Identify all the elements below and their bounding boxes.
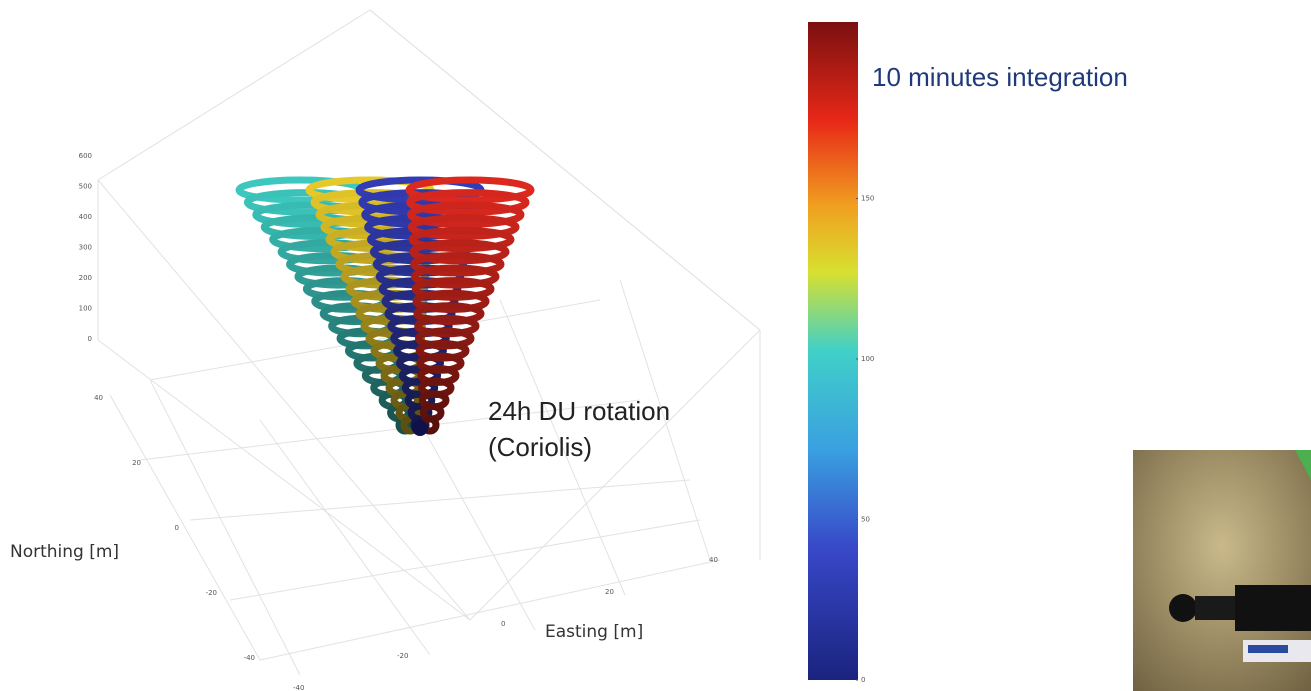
easting-tick-label: -40: [293, 684, 304, 691]
easting-tick-label: 0: [501, 620, 505, 628]
tube-ring: [407, 201, 525, 228]
z-tick-label: 200: [79, 274, 92, 282]
colorbar: [808, 22, 858, 680]
z-tick-label: 500: [79, 183, 92, 191]
easting-tick-label: -20: [397, 652, 408, 660]
easting-tick-label: 20: [605, 588, 614, 596]
z-tick-label: 600: [79, 152, 92, 160]
easting-tick-label: 40: [709, 556, 718, 564]
tube-ring: [412, 289, 490, 313]
annotation: 10 minutes integration: [872, 62, 1128, 92]
northing-label: Northing [m]: [10, 542, 119, 562]
plot-box: [97, 9, 761, 676]
tube-ring: [405, 176, 535, 204]
annotation: (Coriolis): [488, 432, 592, 462]
easting-label: Easting [m]: [545, 622, 643, 642]
colorbar-tick-label: 100: [861, 355, 874, 363]
tube-ring: [409, 239, 510, 265]
tube-ring: [411, 264, 500, 289]
colorbar-tick-label: 50: [861, 516, 870, 524]
annotation: 24h DU rotation: [488, 396, 670, 426]
tube-ring: [407, 214, 520, 240]
northing-tick-label: 0: [175, 524, 179, 532]
colorbar-tick-label: 150: [861, 195, 874, 203]
photo: [1133, 450, 1311, 691]
z-tick-label: 0: [88, 335, 92, 343]
colorbar-tick-label: 0: [861, 676, 865, 684]
z-tick-label: 300: [79, 244, 92, 252]
northing-tick-label: -40: [244, 654, 255, 662]
z-tick-label: 100: [79, 305, 92, 313]
tube-end: [412, 420, 428, 436]
northing-tick-label: 40: [94, 394, 103, 402]
northing-tick-label: 20: [132, 459, 141, 467]
tube-ring: [411, 277, 495, 301]
tube-ring: [408, 226, 515, 253]
trajectory-tubes: [235, 176, 535, 436]
tube-ring: [410, 251, 505, 277]
tube-ring: [406, 189, 530, 216]
z-tick-label: 400: [79, 213, 92, 221]
northing-tick-label: -20: [206, 589, 217, 597]
